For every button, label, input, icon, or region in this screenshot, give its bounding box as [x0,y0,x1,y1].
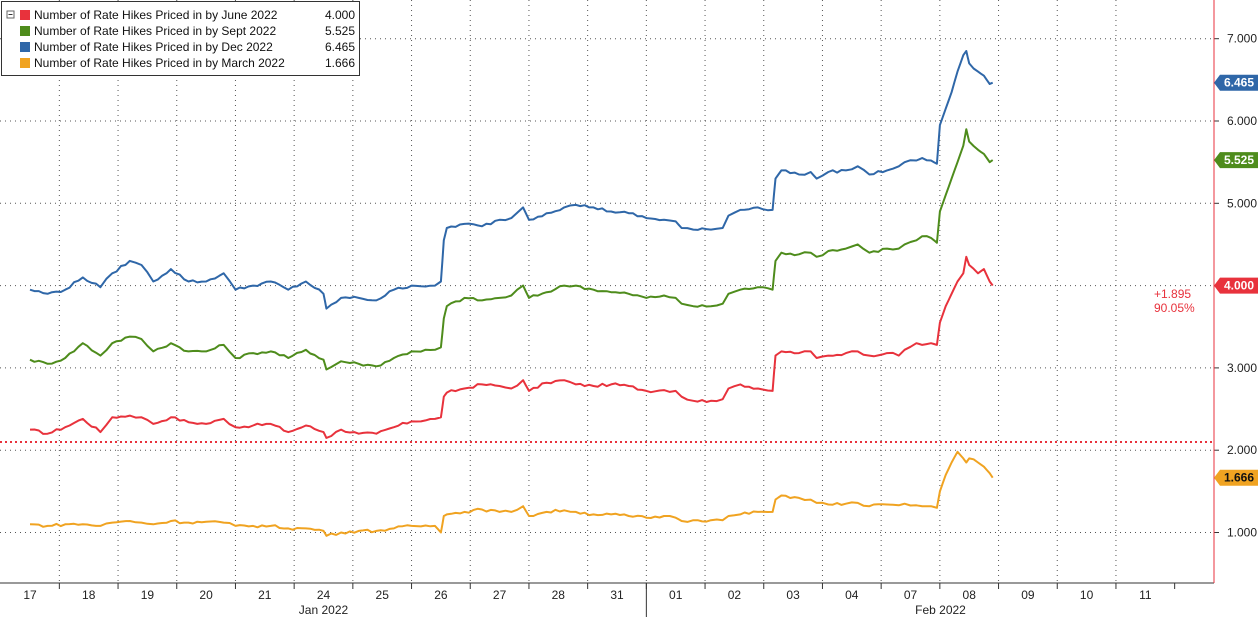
last-value-tag: 4.000 [1214,277,1258,294]
x-tick-label: 31 [610,588,624,602]
legend-item[interactable]: Number of Rate Hikes Priced in by Dec 20… [20,40,355,54]
last-value-tag-shape [1214,152,1258,169]
last-value-tag-shape [1214,469,1258,486]
y-tick-label: 5.000 [1227,196,1257,210]
x-tick-label: 07 [904,588,918,602]
x-tick-label: 01 [669,588,683,602]
legend-item[interactable]: Number of Rate Hikes Priced in by June 2… [20,8,355,22]
last-value-tag: 5.525 [1214,152,1258,169]
legend-label: Number of Rate Hikes Priced in by March … [34,56,285,70]
x-tick-label: 18 [82,588,96,602]
x-tick-label: 24 [317,588,331,602]
x-tick-label: 17 [23,588,37,602]
y-tick-label: 7.000 [1227,32,1257,46]
last-value-tag: 1.666 [1214,469,1258,486]
x-tick-label: 27 [493,588,507,602]
y-tick-label: 3.000 [1227,361,1257,375]
series-line [29,255,994,439]
last-value-tag-text: 4.000 [1224,279,1254,293]
last-value-tags: 4.000 5.525 6.465 1.666 [1214,74,1258,486]
last-value-tag-shape [1214,74,1258,91]
x-tick-label: 08 [963,588,977,602]
last-value-tag: 6.465 [1214,74,1258,91]
last-value-tag-text: 6.465 [1224,76,1254,90]
legend-box [1,1,360,76]
last-value-tag-text: 1.666 [1224,471,1254,485]
legend-collapse-toggle[interactable] [6,10,15,19]
legend-swatch [20,10,30,20]
legend-swatch [20,42,30,52]
x-group-label: Jan 2022 [299,603,349,617]
series-line [29,450,994,537]
x-tick-label: 20 [199,588,213,602]
legend-item[interactable]: Number of Rate Hikes Priced in by Sept 2… [20,24,355,38]
x-tick-label: 28 [552,588,566,602]
x-tick-label: 25 [376,588,390,602]
series-line [29,128,994,371]
legend-label: Number of Rate Hikes Priced in by Sept 2… [34,24,276,38]
x-tick-label: 03 [786,588,800,602]
change-annotation: +1.895 [1154,287,1191,301]
legend-label: Number of Rate Hikes Priced in by June 2… [34,8,278,22]
x-tick-label: 26 [434,588,448,602]
legend-swatch [20,58,30,68]
legend-value: 1.666 [325,56,355,70]
x-tick-label: 19 [141,588,155,602]
legend-swatch [20,26,30,36]
x-tick-label: 21 [258,588,272,602]
last-value-tag-text: 5.525 [1224,153,1254,167]
y-tick-label: 2.000 [1227,443,1257,457]
change-annotation: 90.05% [1154,301,1195,315]
last-value-tag-shape [1214,277,1258,294]
y-tick-label: 6.000 [1227,114,1257,128]
legend-value: 6.465 [325,40,355,54]
x-tick-label: 02 [728,588,742,602]
x-tick-label: 10 [1080,588,1094,602]
x-group-label: Feb 2022 [915,603,966,617]
x-tick-label: 11 [1139,588,1152,602]
legend[interactable]: Number of Rate Hikes Priced in by June 2… [1,1,360,76]
legend-label: Number of Rate Hikes Priced in by Dec 20… [34,40,273,54]
legend-value: 5.525 [325,24,355,38]
legend-value: 4.000 [325,8,355,22]
legend-item[interactable]: Number of Rate Hikes Priced in by March … [20,56,355,70]
series-layer [29,50,994,537]
grid [0,0,1214,583]
x-tick-label: 09 [1021,588,1035,602]
series-line [29,50,994,310]
y-tick-label: 1.000 [1227,526,1257,540]
x-tick-label: 04 [845,588,859,602]
